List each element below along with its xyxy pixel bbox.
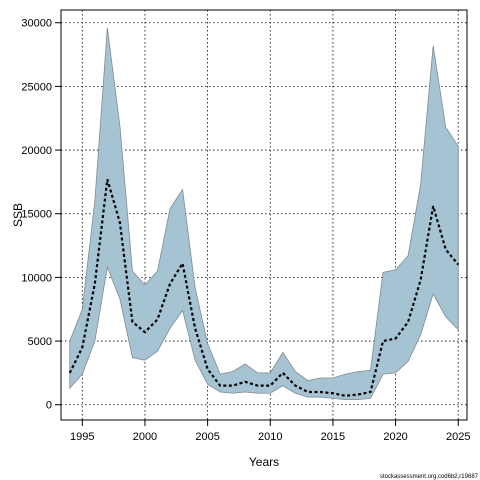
x-tick-label: 2025 [446,431,470,443]
y-tick-label: 5000 [28,336,52,348]
y-tick-label: 10000 [21,272,52,284]
confidence-band [69,27,459,401]
y-tick-label: 30000 [21,18,52,30]
x-tick-label: 2005 [195,431,219,443]
y-axis-title: SSB [11,203,25,227]
x-tick-label: 1995 [70,431,94,443]
credit-text: stockassessment.org,cod6b2,r19687 [380,474,479,480]
x-tick-label: 2015 [321,431,345,443]
x-tick-label: 2010 [258,431,282,443]
x-tick-label: 2000 [133,431,157,443]
y-tick-label: 0 [46,400,52,412]
y-tick-label: 20000 [21,145,52,157]
y-tick-label: 15000 [21,209,52,221]
x-tick-label: 2020 [383,431,407,443]
x-axis-title: Years [249,455,279,469]
confidence-band-layer [69,27,459,401]
plot-frame [60,9,468,421]
y-tick-label: 25000 [21,81,52,93]
tick-layer: 1995 2000 2005 2010 2015 2020 2025 0 5000 10000 15… [21,18,470,443]
